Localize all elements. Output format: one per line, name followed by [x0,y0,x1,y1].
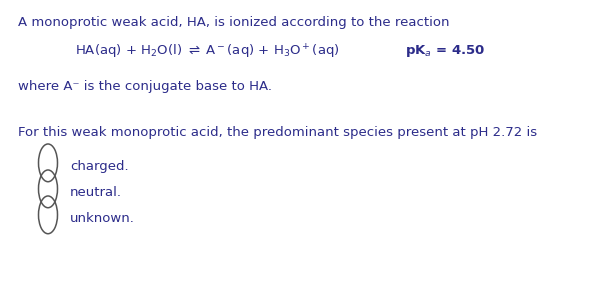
Text: For this weak monoprotic acid, the predominant species present at pH 2.72 is: For this weak monoprotic acid, the predo… [18,126,537,139]
Text: HA(aq) + H$_2$O(l) $\rightleftharpoons$ A$^-$(aq) + H$_3$O$^+$(aq): HA(aq) + H$_2$O(l) $\rightleftharpoons$ … [75,43,340,61]
Text: charged.: charged. [70,160,128,173]
Text: A monoprotic weak acid, HA, is ionized according to the reaction: A monoprotic weak acid, HA, is ionized a… [18,16,449,29]
Text: pK$_a$ = 4.50: pK$_a$ = 4.50 [405,43,485,59]
Text: unknown.: unknown. [70,212,135,225]
Text: neutral.: neutral. [70,186,122,199]
Text: where A⁻ is the conjugate base to HA.: where A⁻ is the conjugate base to HA. [18,80,272,93]
